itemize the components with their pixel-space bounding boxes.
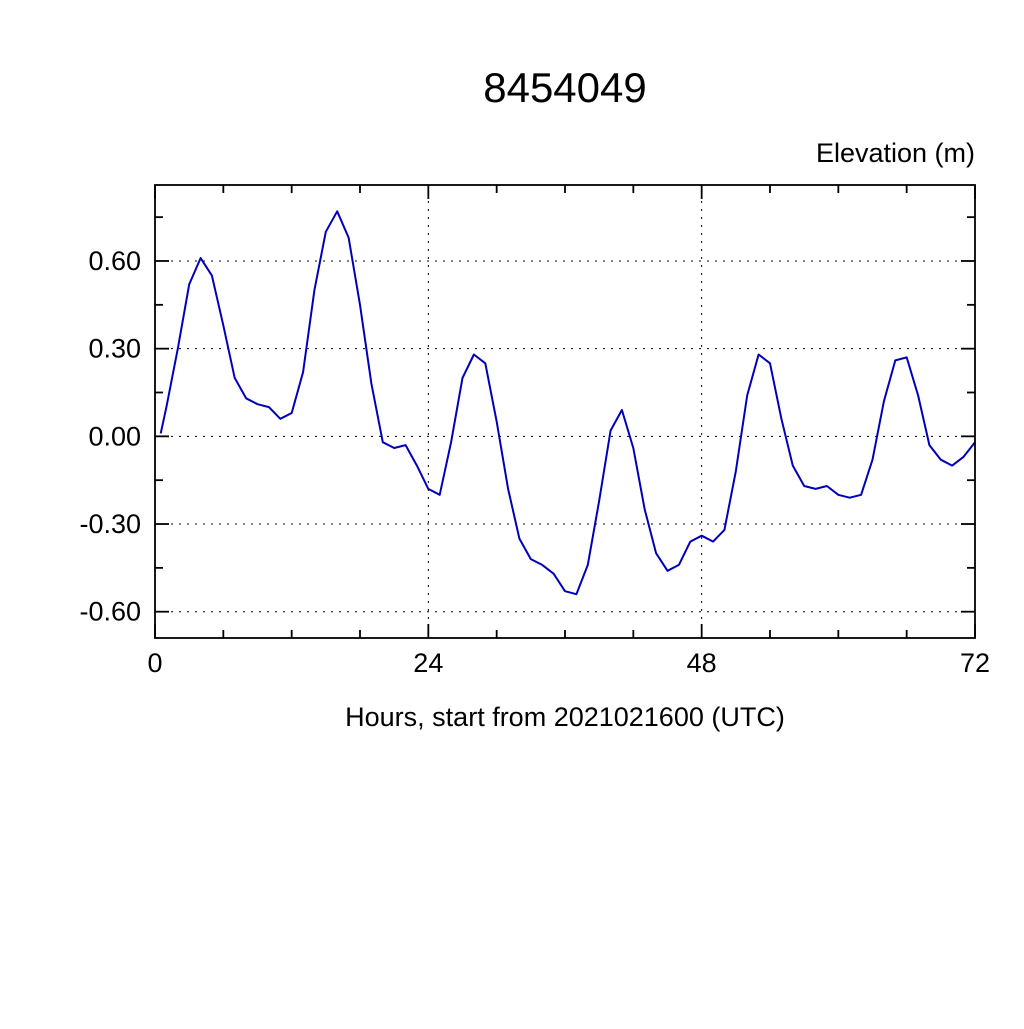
axis-ticks bbox=[154, 185, 976, 638]
gridlines bbox=[155, 185, 975, 638]
y-tick-label: -0.60 bbox=[79, 597, 141, 627]
frame-rect bbox=[154, 184, 976, 639]
x-tick-label: 0 bbox=[147, 648, 162, 678]
x-axis-title: Hours, start from 2021021600 (UTC) bbox=[345, 702, 785, 732]
elevation-line bbox=[159, 210, 976, 596]
y-axis-title: Elevation (m) bbox=[816, 138, 975, 168]
x-tick-label: 48 bbox=[687, 648, 717, 678]
axis-tick-labels: 0 24 48 72 -0.60 -0.30 0.00 0.30 0.60 bbox=[79, 246, 990, 678]
y-tick-label: 0.30 bbox=[88, 334, 141, 364]
y-tick-label: 0.60 bbox=[88, 246, 141, 276]
y-tick-label: 0.00 bbox=[88, 421, 141, 451]
plot-frame bbox=[154, 184, 976, 639]
y-tick-label: -0.30 bbox=[79, 509, 141, 539]
data-series bbox=[159, 210, 976, 596]
x-tick-label: 72 bbox=[960, 648, 990, 678]
chart-title: 8454049 bbox=[483, 64, 647, 111]
x-tick-label: 24 bbox=[413, 648, 443, 678]
